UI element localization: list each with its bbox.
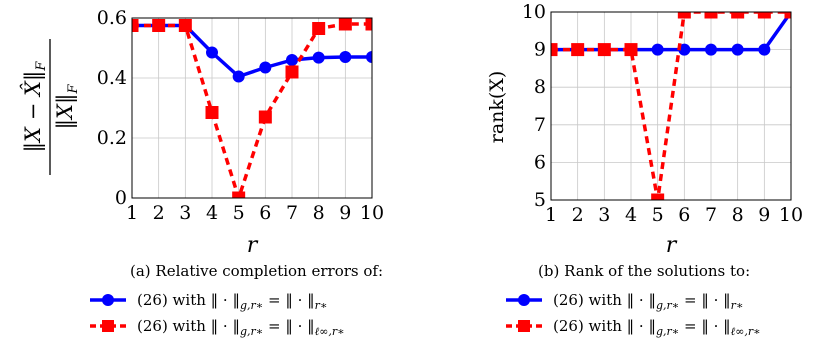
- chart-b-ytick-label: 9: [534, 39, 546, 61]
- chart-a-series-2-point: [179, 19, 192, 32]
- chart-a-ytick-label: 0.2: [97, 127, 127, 149]
- chart-a-xtick-label: 3: [179, 202, 191, 224]
- chart-a-xlabel: r: [247, 233, 259, 258]
- chart-a-series-2-point: [206, 106, 219, 119]
- svg-text:(26) with ‖ · ‖g,r∗ = ‖ · ‖r∗: (26) with ‖ · ‖g,r∗ = ‖ · ‖r∗: [137, 291, 327, 312]
- chart-a-series-2-point: [286, 66, 299, 79]
- chart-b-ytick-label: 5: [534, 189, 546, 211]
- chart-a-ytick-label: 0: [115, 187, 127, 209]
- chart-b-xtick-label: 8: [732, 204, 744, 226]
- legend-a-item-2: (26) with ‖ · ‖g,r∗ = ‖ · ‖ℓ∞,r∗: [90, 317, 345, 338]
- chart-a-frame: [132, 18, 372, 198]
- chart-b-ylabel: rank(X): [486, 71, 508, 144]
- chart-b-xtick-label: 6: [678, 204, 690, 226]
- chart-b-series-1-point: [732, 44, 744, 56]
- chart-a-xtick-label: 9: [339, 202, 351, 224]
- chart-a-series-1-point: [313, 52, 325, 64]
- chart-a-legend: (26) with ‖ · ‖g,r∗ = ‖ · ‖r∗ (26) with …: [90, 291, 345, 338]
- chart-a-ytick-label: 0.6: [97, 7, 127, 29]
- chart-b-xtick-label: 2: [572, 204, 584, 226]
- chart-b-xlabel: r: [666, 233, 678, 258]
- chart-a-caption: (a) Relative completion errors of:: [130, 262, 383, 280]
- chart-a-series-2-line: [132, 24, 372, 198]
- chart-a-xtick-label: 5: [233, 202, 245, 224]
- chart-b-series: [545, 6, 798, 207]
- chart-b-series-1-point: [652, 44, 664, 56]
- chart-b-xtick-label: 4: [625, 204, 637, 226]
- chart-a-series: [126, 18, 379, 205]
- legend-b-item-1: (26) with ‖ · ‖g,r∗ = ‖ · ‖r∗: [506, 291, 743, 312]
- chart-b-series-2-line: [551, 12, 791, 200]
- chart-a-series-2-point: [152, 19, 165, 32]
- chart-a-ylabel: ‖X − X̂‖F ‖X‖F: [21, 39, 81, 175]
- chart-a-grid: [132, 18, 372, 198]
- svg-text:(26) with ‖ · ‖g,r∗ = ‖ · ‖ℓ∞,: (26) with ‖ · ‖g,r∗ = ‖ · ‖ℓ∞,r∗: [553, 317, 761, 338]
- chart-b-ytick-label: 7: [534, 114, 546, 136]
- chart-b-series-1-point: [758, 44, 770, 56]
- chart-a-series-1-point: [286, 54, 298, 66]
- chart-a-series-1-point: [339, 51, 351, 63]
- chart-a-series-1-point: [233, 71, 245, 83]
- chart-b-xtick-label: 10: [779, 204, 803, 226]
- chart-a-xtick-label: 8: [313, 202, 325, 224]
- legend-a-item-1: (26) with ‖ · ‖g,r∗ = ‖ · ‖r∗: [90, 291, 327, 312]
- chart-b-xtick-label: 3: [598, 204, 610, 226]
- chart-b-series-2-point: [598, 43, 611, 56]
- chart-b-ytick-label: 8: [534, 76, 546, 98]
- chart-a-xtick-label: 2: [153, 202, 165, 224]
- chart-a-xtick-label: 7: [286, 202, 298, 224]
- svg-text:‖X − X̂‖F: ‖X − X̂‖F: [21, 61, 49, 153]
- chart-a-xtick-label: 10: [360, 202, 384, 224]
- chart-a-series-2-point: [259, 111, 272, 124]
- chart-b-series-1-point: [705, 44, 717, 56]
- svg-text:(26) with ‖ · ‖g,r∗ = ‖ · ‖ℓ∞,: (26) with ‖ · ‖g,r∗ = ‖ · ‖ℓ∞,r∗: [137, 317, 345, 338]
- svg-text:(26) with ‖ · ‖g,r∗ = ‖ · ‖r∗: (26) with ‖ · ‖g,r∗ = ‖ · ‖r∗: [553, 291, 743, 312]
- chart-b-xtick-label: 9: [758, 204, 770, 226]
- chart-a-xtick-label: 6: [259, 202, 271, 224]
- chart-b-series-2-point: [571, 43, 584, 56]
- chart-b-series-1-line: [551, 12, 791, 50]
- chart-a-xtick-label: 1: [126, 202, 138, 224]
- chart-a-series-1-point: [206, 47, 218, 59]
- chart-a-series-2-point: [339, 18, 352, 31]
- chart-a-ytick-label: 0.4: [97, 67, 127, 89]
- legend-b-item-2: (26) with ‖ · ‖g,r∗ = ‖ · ‖ℓ∞,r∗: [506, 317, 761, 338]
- chart-b-ytick-label: 6: [534, 151, 546, 173]
- chart-a: 1 2 3 4 5 6 7 8 9 10 0 0.2 0.4 0.6 ‖X − X̂‖F ‖X‖F r (…: [21, 7, 384, 338]
- chart-b-legend: (26) with ‖ · ‖g,r∗ = ‖ · ‖r∗ (26) with …: [506, 291, 761, 338]
- svg-text:‖X‖F: ‖X‖F: [53, 84, 81, 130]
- chart-b-ytick-label: 10: [522, 1, 546, 23]
- chart-b-xtick-label: 5: [652, 204, 664, 226]
- chart-a-series-1-point: [259, 62, 271, 74]
- chart-a-series-1-line: [132, 26, 372, 77]
- chart-b-series-2-point: [625, 43, 638, 56]
- chart-b-xtick-label: 1: [545, 204, 557, 226]
- chart-b-caption: (b) Rank of the solutions to:: [538, 262, 750, 280]
- chart-a-xtick-label: 4: [206, 202, 218, 224]
- chart-b-xtick-label: 7: [705, 204, 717, 226]
- chart-a-series-2-point: [312, 22, 325, 35]
